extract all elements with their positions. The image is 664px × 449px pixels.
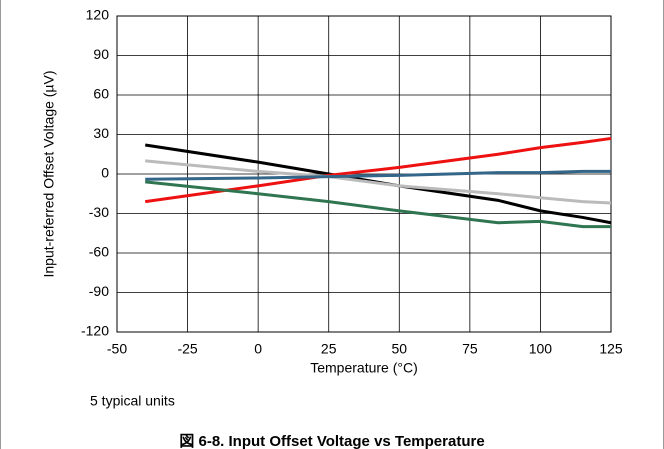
series-line bbox=[145, 180, 611, 229]
x-tick-label: 100 bbox=[529, 341, 553, 357]
series-line bbox=[145, 143, 612, 225]
x-axis-label: Temperature (°C) bbox=[310, 360, 418, 376]
x-tick-label: 25 bbox=[321, 341, 337, 357]
plot-frame bbox=[116, 15, 612, 333]
x-tick-label: -50 bbox=[107, 341, 127, 357]
caption: 図 6-8. Input Offset Voltage vs Temperatu… bbox=[179, 433, 484, 449]
series-line bbox=[145, 159, 612, 205]
y-axis-label: Input-referred Offset Voltage (µV) bbox=[41, 70, 57, 277]
note: 5 typical units bbox=[90, 393, 175, 409]
y-tick-label: -90 bbox=[89, 283, 109, 299]
y-tick-label: -60 bbox=[89, 244, 109, 260]
x-tick-label: 125 bbox=[599, 341, 623, 357]
x-tick-label: -25 bbox=[177, 341, 197, 357]
series-line bbox=[145, 136, 612, 204]
x-tick-label: 50 bbox=[391, 341, 407, 357]
x-tick-label: 0 bbox=[254, 341, 262, 357]
y-tick-label: 60 bbox=[93, 86, 109, 102]
y-tick-label: 30 bbox=[93, 125, 109, 141]
y-tick-label: 90 bbox=[93, 46, 109, 62]
y-tick-label: -120 bbox=[81, 323, 109, 339]
series-line bbox=[145, 169, 611, 181]
y-tick-label: 120 bbox=[86, 7, 110, 23]
y-tick-label: -30 bbox=[89, 204, 109, 220]
y-tick-label: 0 bbox=[101, 165, 109, 181]
x-tick-label: 75 bbox=[462, 341, 478, 357]
